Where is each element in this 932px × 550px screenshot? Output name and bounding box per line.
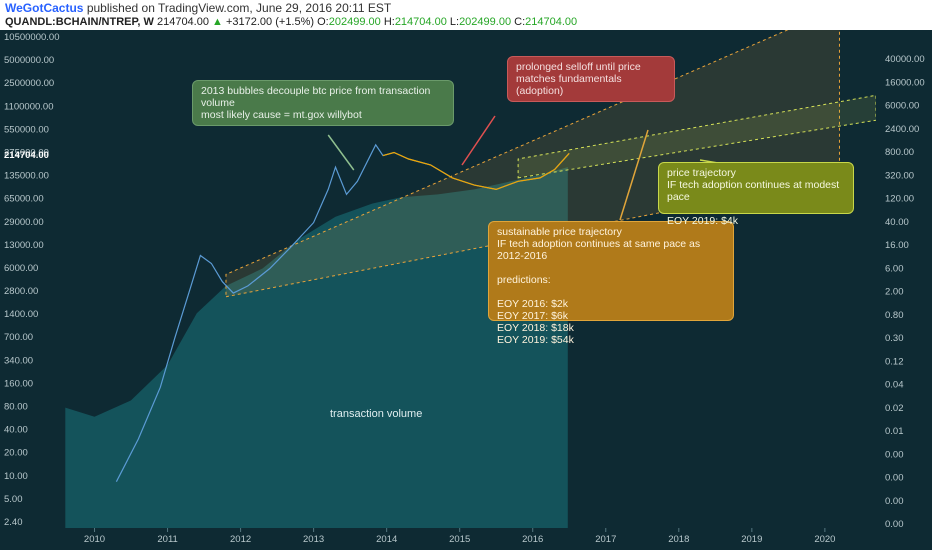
x-tick-label: 2010 bbox=[84, 534, 105, 545]
right-axis-bg bbox=[876, 30, 932, 550]
left-tick-label: 40.00 bbox=[4, 425, 28, 436]
annotation-bubbles[interactable]: 2013 bubbles decouple btc price from tra… bbox=[192, 80, 454, 126]
right-tick-label: 0.00 bbox=[885, 449, 904, 460]
right-tick-label: 0.00 bbox=[885, 496, 904, 507]
left-tick-label: 2800.00 bbox=[4, 286, 38, 297]
left-tick-label: 20.00 bbox=[4, 448, 28, 459]
right-tick-label: 0.02 bbox=[885, 403, 904, 414]
symbol-line: QUANDL:BCHAIN/NTREP, W 214704.00 ▲ +3172… bbox=[5, 16, 577, 28]
right-tick-label: 0.00 bbox=[885, 519, 904, 530]
left-tick-label: 160.00 bbox=[4, 378, 33, 389]
open-label: O: bbox=[317, 16, 329, 28]
left-tick-label: 29000.00 bbox=[4, 217, 44, 228]
left-tick-label: 135000.00 bbox=[4, 171, 49, 182]
right-tick-label: 120.00 bbox=[885, 194, 914, 205]
annotation-transaction-volume: transaction volume bbox=[330, 408, 423, 420]
right-tick-label: 40.00 bbox=[885, 217, 909, 228]
left-tick-label: 2500000.00 bbox=[4, 78, 54, 89]
x-tick-label: 2018 bbox=[668, 534, 689, 545]
right-tick-label: 16.00 bbox=[885, 240, 909, 251]
left-price-axis[interactable]: 10500000.00 5000000.00 2500000.00 1100000.0… bbox=[0, 30, 59, 550]
symbol-name[interactable]: QUANDL:BCHAIN/NTREP, W bbox=[5, 16, 154, 28]
low-value: 202499.00 bbox=[459, 16, 512, 28]
left-tick-label: 700.00 bbox=[4, 332, 33, 343]
right-tick-label: 6.00 bbox=[885, 263, 904, 274]
price-line-recent[interactable] bbox=[382, 151, 570, 191]
modest-channel[interactable] bbox=[517, 94, 877, 179]
right-tick-label: 0.01 bbox=[885, 426, 904, 437]
left-tick-label: 10.00 bbox=[4, 471, 28, 482]
publish-line: WeGotCactus published on TradingView.com… bbox=[5, 1, 391, 15]
left-tick-label: 1100000.00 bbox=[4, 101, 54, 112]
left-tick-label: 340.00 bbox=[4, 355, 33, 366]
left-tick-label: 275000.00 bbox=[4, 148, 49, 159]
close-label: C: bbox=[514, 16, 526, 28]
right-tick-label: 6000.00 bbox=[885, 101, 919, 112]
left-tick-label: 5000000.00 bbox=[4, 55, 54, 66]
volume-area bbox=[65, 167, 568, 528]
close-value: 214704.00 bbox=[525, 16, 578, 28]
time-axis[interactable]: 2010 2011 2012 2013 2014 2015 2016 2017 2018 2019… bbox=[0, 528, 932, 550]
x-axis-bg bbox=[0, 530, 932, 550]
left-tick-label: 550000.00 bbox=[4, 124, 49, 135]
left-tick-label: 80.00 bbox=[4, 402, 28, 413]
x-tick-label: 2019 bbox=[741, 534, 762, 545]
x-tick-label: 2017 bbox=[595, 534, 616, 545]
x-tick-label: 2016 bbox=[522, 534, 543, 545]
selloff-pointer bbox=[461, 115, 496, 166]
annotation-modest-trajectory[interactable]: price trajectory IF tech adoption contin… bbox=[658, 162, 854, 227]
current-price-label: 214704.00 bbox=[4, 150, 49, 161]
right-tick-label: 0.00 bbox=[885, 473, 904, 484]
right-tick-label: 800.00 bbox=[885, 147, 914, 158]
x-tick-label: 2013 bbox=[303, 534, 324, 545]
x-tick-label: 2020 bbox=[814, 534, 835, 545]
right-tick-label: 320.00 bbox=[885, 170, 914, 181]
right-tick-label: 0.30 bbox=[885, 333, 904, 344]
price-change: +3172.00 (+1.5%) bbox=[225, 16, 315, 28]
x-tick-label: 2015 bbox=[449, 534, 470, 545]
last-price: 214704.00 bbox=[156, 16, 209, 28]
right-tick-label: 0.12 bbox=[885, 356, 904, 367]
right-price-axis[interactable]: 40000.00 16000.00 6000.00 2400.00 800.00 320.… bbox=[876, 30, 932, 550]
author-link[interactable]: WeGotCactus bbox=[5, 1, 84, 15]
bubbles-pointer bbox=[327, 134, 355, 171]
annotation-sustainable-trajectory[interactable]: sustainable price trajectory IF tech ado… bbox=[488, 221, 734, 346]
x-tick-label: 2011 bbox=[157, 534, 177, 545]
left-axis-bg bbox=[0, 30, 58, 550]
sustainable-channel[interactable] bbox=[225, 30, 840, 298]
left-tick-label: 13000.00 bbox=[4, 240, 44, 251]
right-tick-label: 0.80 bbox=[885, 310, 904, 321]
right-tick-label: 40000.00 bbox=[885, 54, 925, 65]
right-tick-label: 2400.00 bbox=[885, 124, 919, 135]
left-tick-label: 65000.00 bbox=[4, 194, 44, 205]
left-tick-label: 2.40 bbox=[4, 517, 23, 528]
open-value: 202499.00 bbox=[328, 16, 381, 28]
annotation-selloff[interactable]: prolonged selloff until price matches fu… bbox=[507, 56, 675, 102]
plot-area bbox=[65, 30, 877, 528]
right-tick-label: 16000.00 bbox=[885, 77, 925, 88]
high-label: H: bbox=[383, 16, 395, 28]
left-tick-label: 5.00 bbox=[4, 494, 23, 505]
left-tick-label: 10500000.00 bbox=[4, 32, 59, 43]
right-tick-label: 0.04 bbox=[885, 380, 904, 391]
sustainable-pointer bbox=[619, 129, 649, 221]
chart-header: WeGotCactus published on TradingView.com… bbox=[0, 0, 932, 30]
price-chart[interactable]: 10500000.00 5000000.00 2500000.00 1100000.0… bbox=[0, 30, 932, 550]
publish-info: published on TradingView.com, June 29, 2… bbox=[86, 1, 392, 15]
right-tick-label: 2.00 bbox=[885, 287, 904, 298]
up-arrow-icon: ▲ bbox=[212, 16, 223, 28]
x-tick-label: 2014 bbox=[376, 534, 397, 545]
left-tick-label: 6000.00 bbox=[4, 263, 38, 274]
low-label: L: bbox=[449, 16, 460, 28]
high-value: 214704.00 bbox=[394, 16, 447, 28]
left-tick-label: 1400.00 bbox=[4, 309, 38, 320]
x-tick-label: 2012 bbox=[230, 534, 251, 545]
